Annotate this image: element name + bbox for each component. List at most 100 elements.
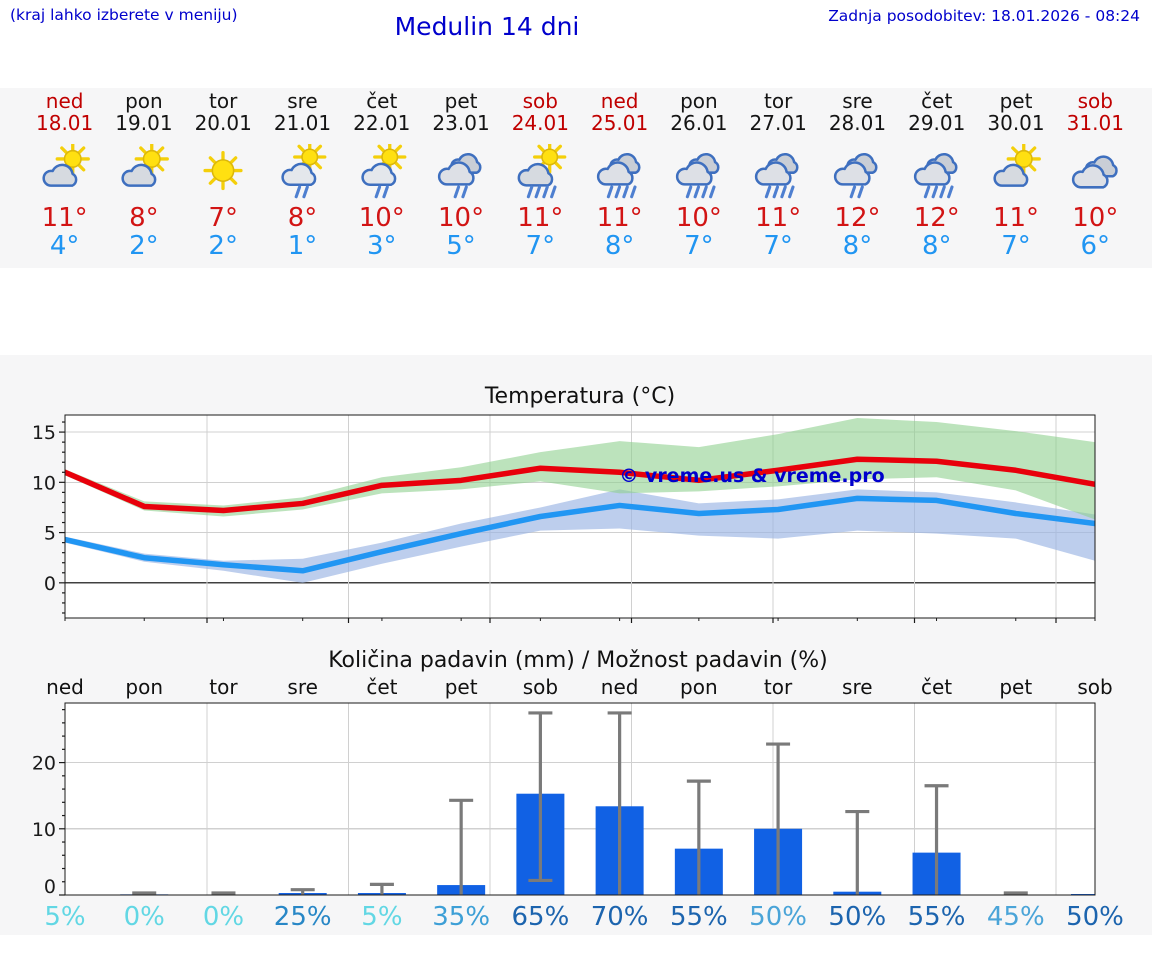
min-temperature: 7° [684, 231, 714, 261]
sun-ray [297, 144, 306, 153]
y-axis-tick-label: 0 [44, 876, 56, 898]
raindrop [614, 185, 621, 199]
day-name: sre [287, 89, 318, 113]
day-date: 27.01 [749, 111, 807, 135]
precip-probability: 50% [828, 902, 886, 932]
y-axis-tick-label: 10 [32, 819, 56, 841]
rain-icon [580, 144, 659, 202]
precip-probability: 0% [124, 902, 165, 932]
precip-probability: 0% [203, 902, 244, 932]
day-name: čet [366, 89, 398, 113]
min-temperature: 4° [49, 231, 80, 261]
day-label: ned [46, 675, 84, 699]
forecast-day[interactable]: sob 31.01 10° 6° [1056, 90, 1135, 260]
precipitation-chart-title: Količina padavin (mm) / Možnost padavin … [328, 648, 828, 673]
raindrop [780, 185, 787, 199]
forecast-day[interactable]: čet 29.01 12° 8° [897, 90, 976, 260]
precip-probability: 5% [44, 902, 85, 932]
raindrop [453, 185, 461, 199]
cloud-shape [437, 161, 475, 186]
forecast-day[interactable]: sob 24.01 11° 7° [501, 90, 580, 260]
cloudy-icon [1056, 144, 1135, 202]
min-temperature-range-band [65, 489, 1095, 583]
sun-ray [139, 146, 147, 155]
forecast-day[interactable]: pet 23.01 10° 5° [421, 90, 500, 260]
sun-ray [314, 144, 323, 153]
day-date: 18.01 [36, 111, 94, 135]
day-name: ned [45, 89, 84, 113]
forecast-day[interactable]: pet 30.01 11° 7° [976, 90, 1055, 260]
last-updated: Zadnja posodobitev: 18.01.2026 - 08:24 [828, 7, 1140, 25]
day-date: 26.01 [670, 111, 728, 135]
day-label: pon [125, 675, 163, 699]
day-date: 23.01 [432, 111, 490, 135]
sun-ray [208, 156, 217, 164]
day-date: 21.01 [273, 111, 332, 135]
forecast-day[interactable]: pon 26.01 10° 7° [659, 90, 738, 260]
sun-disc [63, 149, 82, 168]
day-name: pon [680, 89, 718, 113]
day-label: pet [999, 675, 1032, 699]
precip-probability: 45% [987, 902, 1045, 932]
raindrop [302, 185, 310, 199]
forecast-day[interactable]: ned 18.01 11° 4° [25, 90, 104, 260]
partly-cloudy-icon [25, 144, 104, 202]
precip-probability: 50% [749, 902, 807, 932]
max-temperature: 7° [208, 203, 238, 233]
max-temperature: 11° [596, 203, 643, 233]
forecast-day[interactable]: tor 27.01 11° 7° [739, 90, 818, 260]
day-label: čet [366, 675, 397, 699]
forecast-day[interactable]: čet 22.01 10° 3° [342, 90, 421, 260]
day-date: 22.01 [353, 111, 411, 135]
precip-probability: 70% [591, 902, 649, 932]
light-rain-icon [421, 144, 500, 202]
forecast-strip-background [0, 88, 1152, 268]
min-temperature: 7° [525, 231, 556, 261]
forecast-day[interactable]: sre 28.01 12° 8° [818, 90, 897, 260]
raindrop [461, 185, 468, 199]
raindrop [693, 185, 700, 199]
temperature-chart-title: Temperatura (°C) [484, 384, 675, 409]
partly-cloudy-icon [104, 144, 183, 202]
day-label: sre [287, 675, 318, 699]
watermark: © vreme.us & vreme.pro [619, 465, 884, 487]
raindrop [295, 185, 302, 199]
day-name: tor [209, 89, 238, 113]
precip-probability: 55% [670, 902, 728, 932]
forecast-day[interactable]: pon 19.01 8° 2° [104, 90, 183, 260]
sun-ray [1028, 146, 1037, 155]
max-temperature: 11° [41, 203, 88, 233]
temperature-plot-border [64, 414, 1096, 619]
day-date: 20.01 [194, 111, 252, 135]
day-label: pet [445, 675, 478, 699]
raindrop [701, 185, 708, 199]
day-label: sre [842, 675, 873, 699]
forecast-day[interactable]: sre 21.01 8° 1° [263, 90, 342, 260]
day-name: sob [522, 89, 558, 113]
page-title: Medulin 14 dni [394, 12, 580, 41]
cloud-shape [913, 161, 951, 186]
sun-ray [554, 144, 563, 153]
y-axis-tick-label: 5 [44, 523, 56, 545]
raindrop [764, 185, 772, 199]
precipitation-plot-border [64, 702, 1096, 896]
precip-probability: 55% [908, 902, 966, 932]
precipitation-grid [65, 703, 1095, 895]
sun-ray [77, 146, 85, 155]
forecast-day[interactable]: ned 25.01 11° 8° [580, 90, 659, 260]
raindrop [931, 185, 938, 199]
precip-probability: 5% [361, 902, 402, 932]
cloud-shape [1072, 164, 1109, 189]
forecast-day[interactable]: tor 20.01 7° 2° [184, 90, 263, 260]
raindrop [527, 185, 534, 199]
raindrop [685, 185, 693, 199]
cloud-shape [517, 162, 554, 187]
day-label: pon [680, 675, 718, 699]
day-date: 31.01 [1066, 111, 1124, 135]
max-temperature: 11° [755, 203, 802, 233]
max-temperature: 8° [287, 203, 318, 233]
cloud-shape [121, 163, 157, 187]
min-temperature: 7° [763, 231, 793, 261]
